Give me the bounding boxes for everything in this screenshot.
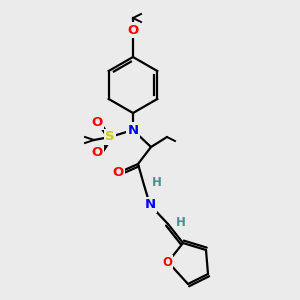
Text: O: O: [92, 146, 103, 158]
Text: O: O: [92, 116, 103, 128]
Text: O: O: [112, 167, 124, 179]
Text: N: N: [128, 124, 139, 136]
Text: O: O: [128, 23, 139, 37]
Text: H: H: [152, 176, 162, 190]
Text: H: H: [176, 215, 186, 229]
Text: O: O: [162, 256, 172, 268]
Text: S: S: [105, 130, 115, 143]
Text: N: N: [144, 199, 156, 212]
